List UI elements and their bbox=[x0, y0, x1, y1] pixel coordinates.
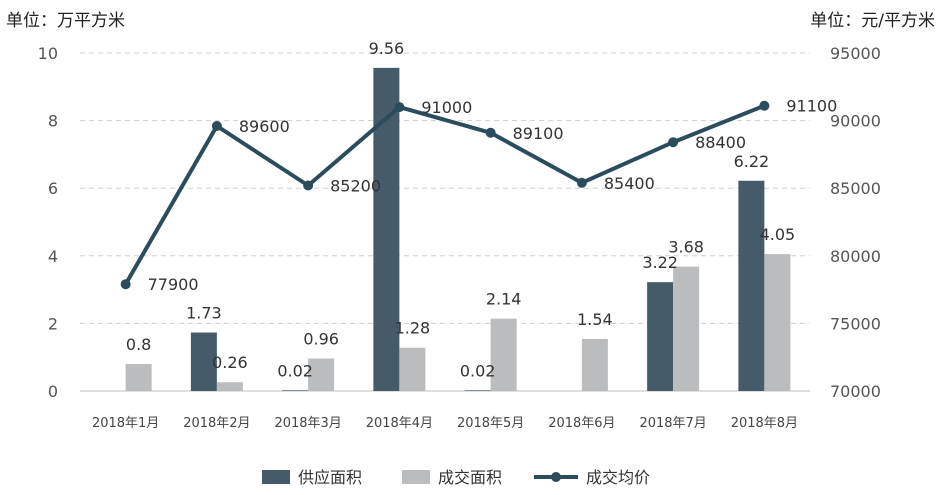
bar-data-label: 0.26 bbox=[212, 353, 248, 372]
price-data-label: 88400 bbox=[695, 133, 746, 152]
legend-label: 供应面积 bbox=[298, 468, 362, 487]
price-point bbox=[120, 279, 131, 290]
x-tick-label: 2018年8月 bbox=[731, 416, 798, 431]
bar-deal-area bbox=[490, 318, 517, 391]
bar-deal-area bbox=[399, 347, 426, 391]
x-tick-label: 2018年6月 bbox=[548, 416, 615, 431]
price-data-label: 89100 bbox=[513, 124, 564, 143]
legend-label: 成交均价 bbox=[586, 468, 650, 487]
x-axis-ticks: 2018年1月 2018年2月 2018年3月 2018年4月 2018年5月 2018年… bbox=[92, 416, 798, 431]
bar-deal-area bbox=[581, 338, 608, 391]
bar-deal-area bbox=[308, 358, 335, 391]
left-axis-ticks: 0 2 4 6 8 10 bbox=[38, 44, 58, 401]
right-tick-label: 95000 bbox=[830, 44, 881, 63]
x-tick-label: 2018年4月 bbox=[366, 416, 433, 431]
bar-data-label: 6.22 bbox=[734, 152, 770, 171]
bar-data-label: 0.96 bbox=[303, 330, 339, 349]
left-tick-label: 4 bbox=[48, 247, 58, 266]
left-tick-label: 10 bbox=[38, 44, 58, 63]
bar-supply-area bbox=[738, 180, 765, 391]
legend: 供应面积 成交面积 成交均价 bbox=[262, 468, 650, 487]
right-tick-label: 70000 bbox=[830, 382, 881, 401]
data-labels: 1.73 0.02 9.56 0.02 3.22 6.22 0.8 0.26 0.96 1.28 2… bbox=[126, 39, 837, 380]
bar-supply-area bbox=[373, 67, 400, 391]
price-data-label: 77900 bbox=[148, 275, 199, 294]
bar-supply-area bbox=[464, 390, 491, 391]
bars bbox=[125, 67, 791, 391]
price-data-label: 85400 bbox=[604, 174, 655, 193]
left-tick-label: 6 bbox=[48, 179, 58, 198]
price-point bbox=[485, 127, 496, 138]
bar-data-label: 1.28 bbox=[395, 319, 431, 338]
bar-data-label: 1.54 bbox=[577, 310, 613, 329]
bar-deal-area bbox=[764, 254, 791, 391]
left-tick-label: 0 bbox=[48, 382, 58, 401]
bar-data-label: 1.73 bbox=[186, 304, 222, 323]
bar-data-label: 9.56 bbox=[369, 39, 405, 58]
price-point bbox=[303, 180, 314, 191]
right-tick-label: 90000 bbox=[830, 112, 881, 131]
price-data-label: 91000 bbox=[421, 98, 472, 117]
left-axis-unit: 单位：万平方米 bbox=[6, 11, 125, 31]
right-tick-label: 85000 bbox=[830, 179, 881, 198]
x-tick-label: 2018年1月 bbox=[92, 416, 159, 431]
bar-deal-area bbox=[125, 363, 152, 391]
price-data-label: 91100 bbox=[786, 97, 837, 116]
x-tick-label: 2018年3月 bbox=[274, 416, 341, 431]
legend-marker bbox=[551, 472, 561, 482]
x-tick-label: 2018年2月 bbox=[183, 416, 250, 431]
legend-swatch bbox=[402, 470, 430, 484]
price-point bbox=[668, 137, 679, 148]
price-point bbox=[576, 177, 587, 188]
bar-supply-area bbox=[282, 390, 309, 391]
price-line bbox=[120, 100, 770, 290]
bar-data-label: 0.02 bbox=[277, 361, 313, 380]
bar-deal-area bbox=[673, 266, 700, 391]
left-tick-label: 2 bbox=[48, 314, 58, 333]
right-axis-ticks: 70000 75000 80000 85000 90000 95000 bbox=[830, 44, 881, 401]
bar-data-label: 2.14 bbox=[486, 290, 522, 309]
price-point bbox=[211, 121, 222, 132]
legend-swatch bbox=[262, 470, 290, 484]
right-axis-unit: 单位：元/平方米 bbox=[810, 11, 935, 31]
price-line-path bbox=[123, 103, 766, 286]
price-point bbox=[759, 100, 770, 111]
price-point bbox=[394, 102, 405, 113]
bar-deal-area bbox=[216, 382, 243, 391]
left-tick-label: 8 bbox=[48, 112, 58, 131]
right-tick-label: 80000 bbox=[830, 247, 881, 266]
x-tick-label: 2018年5月 bbox=[457, 416, 524, 431]
price-data-label: 85200 bbox=[330, 176, 381, 195]
bar-supply-area bbox=[190, 332, 217, 391]
bar-data-label: 3.22 bbox=[642, 253, 678, 272]
right-tick-label: 75000 bbox=[830, 314, 881, 333]
bar-supply-area bbox=[647, 282, 674, 391]
x-tick-label: 2018年7月 bbox=[639, 416, 706, 431]
price-data-label: 89600 bbox=[239, 117, 290, 136]
bar-data-label: 0.02 bbox=[460, 361, 496, 380]
bar-data-label: 3.68 bbox=[668, 238, 704, 257]
bar-data-label: 0.8 bbox=[126, 335, 151, 354]
legend-label: 成交面积 bbox=[438, 468, 502, 487]
bar-data-label: 4.05 bbox=[760, 225, 796, 244]
